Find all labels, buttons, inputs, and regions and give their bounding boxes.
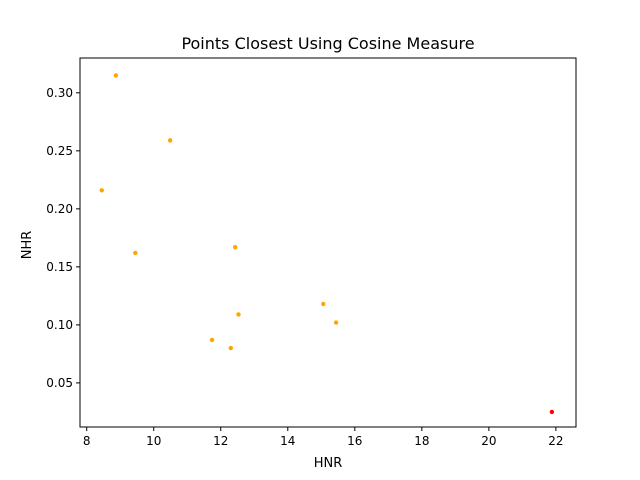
x-tick-label: 12 — [213, 434, 228, 448]
y-tick-label: 0.20 — [46, 202, 73, 216]
y-tick-label: 0.15 — [46, 260, 73, 274]
data-point — [232, 244, 238, 250]
x-tick-label: 18 — [414, 434, 429, 448]
x-tick-label: 14 — [280, 434, 295, 448]
data-point — [113, 73, 119, 78]
data-point — [321, 301, 326, 307]
data-point — [99, 188, 104, 193]
plot-background — [80, 58, 576, 427]
x-tick-label: 22 — [548, 434, 563, 448]
data-point — [133, 250, 138, 256]
chart-title: Points Closest Using Cosine Measure — [181, 34, 474, 53]
plot-frame — [79, 57, 577, 428]
x-tick-label: 20 — [481, 434, 496, 448]
data-point — [549, 409, 555, 415]
x-tick-label: 16 — [347, 434, 362, 448]
y-tick-label: 0.30 — [46, 86, 73, 100]
plot-area — [80, 58, 576, 427]
x-tick-label: 10 — [146, 434, 161, 448]
y-axis-label: NHR — [20, 231, 35, 260]
x-tick-label: 8 — [83, 434, 91, 448]
data-points — [99, 73, 555, 415]
y-tick-label: 0.05 — [46, 376, 73, 390]
data-point — [333, 320, 339, 325]
y-tick-label: 0.25 — [46, 144, 73, 158]
data-point — [209, 337, 215, 343]
x-axis-label: HNR — [314, 456, 343, 471]
data-point — [228, 345, 234, 351]
y-tick-label: 0.10 — [46, 318, 73, 332]
data-point — [167, 138, 173, 143]
x-axis-ticks: 8 10 12 14 16 18 20 22 — [83, 427, 564, 448]
data-point — [236, 312, 241, 317]
y-axis-ticks: 0.05 0.10 0.15 0.20 0.25 0.30 — [46, 86, 80, 390]
